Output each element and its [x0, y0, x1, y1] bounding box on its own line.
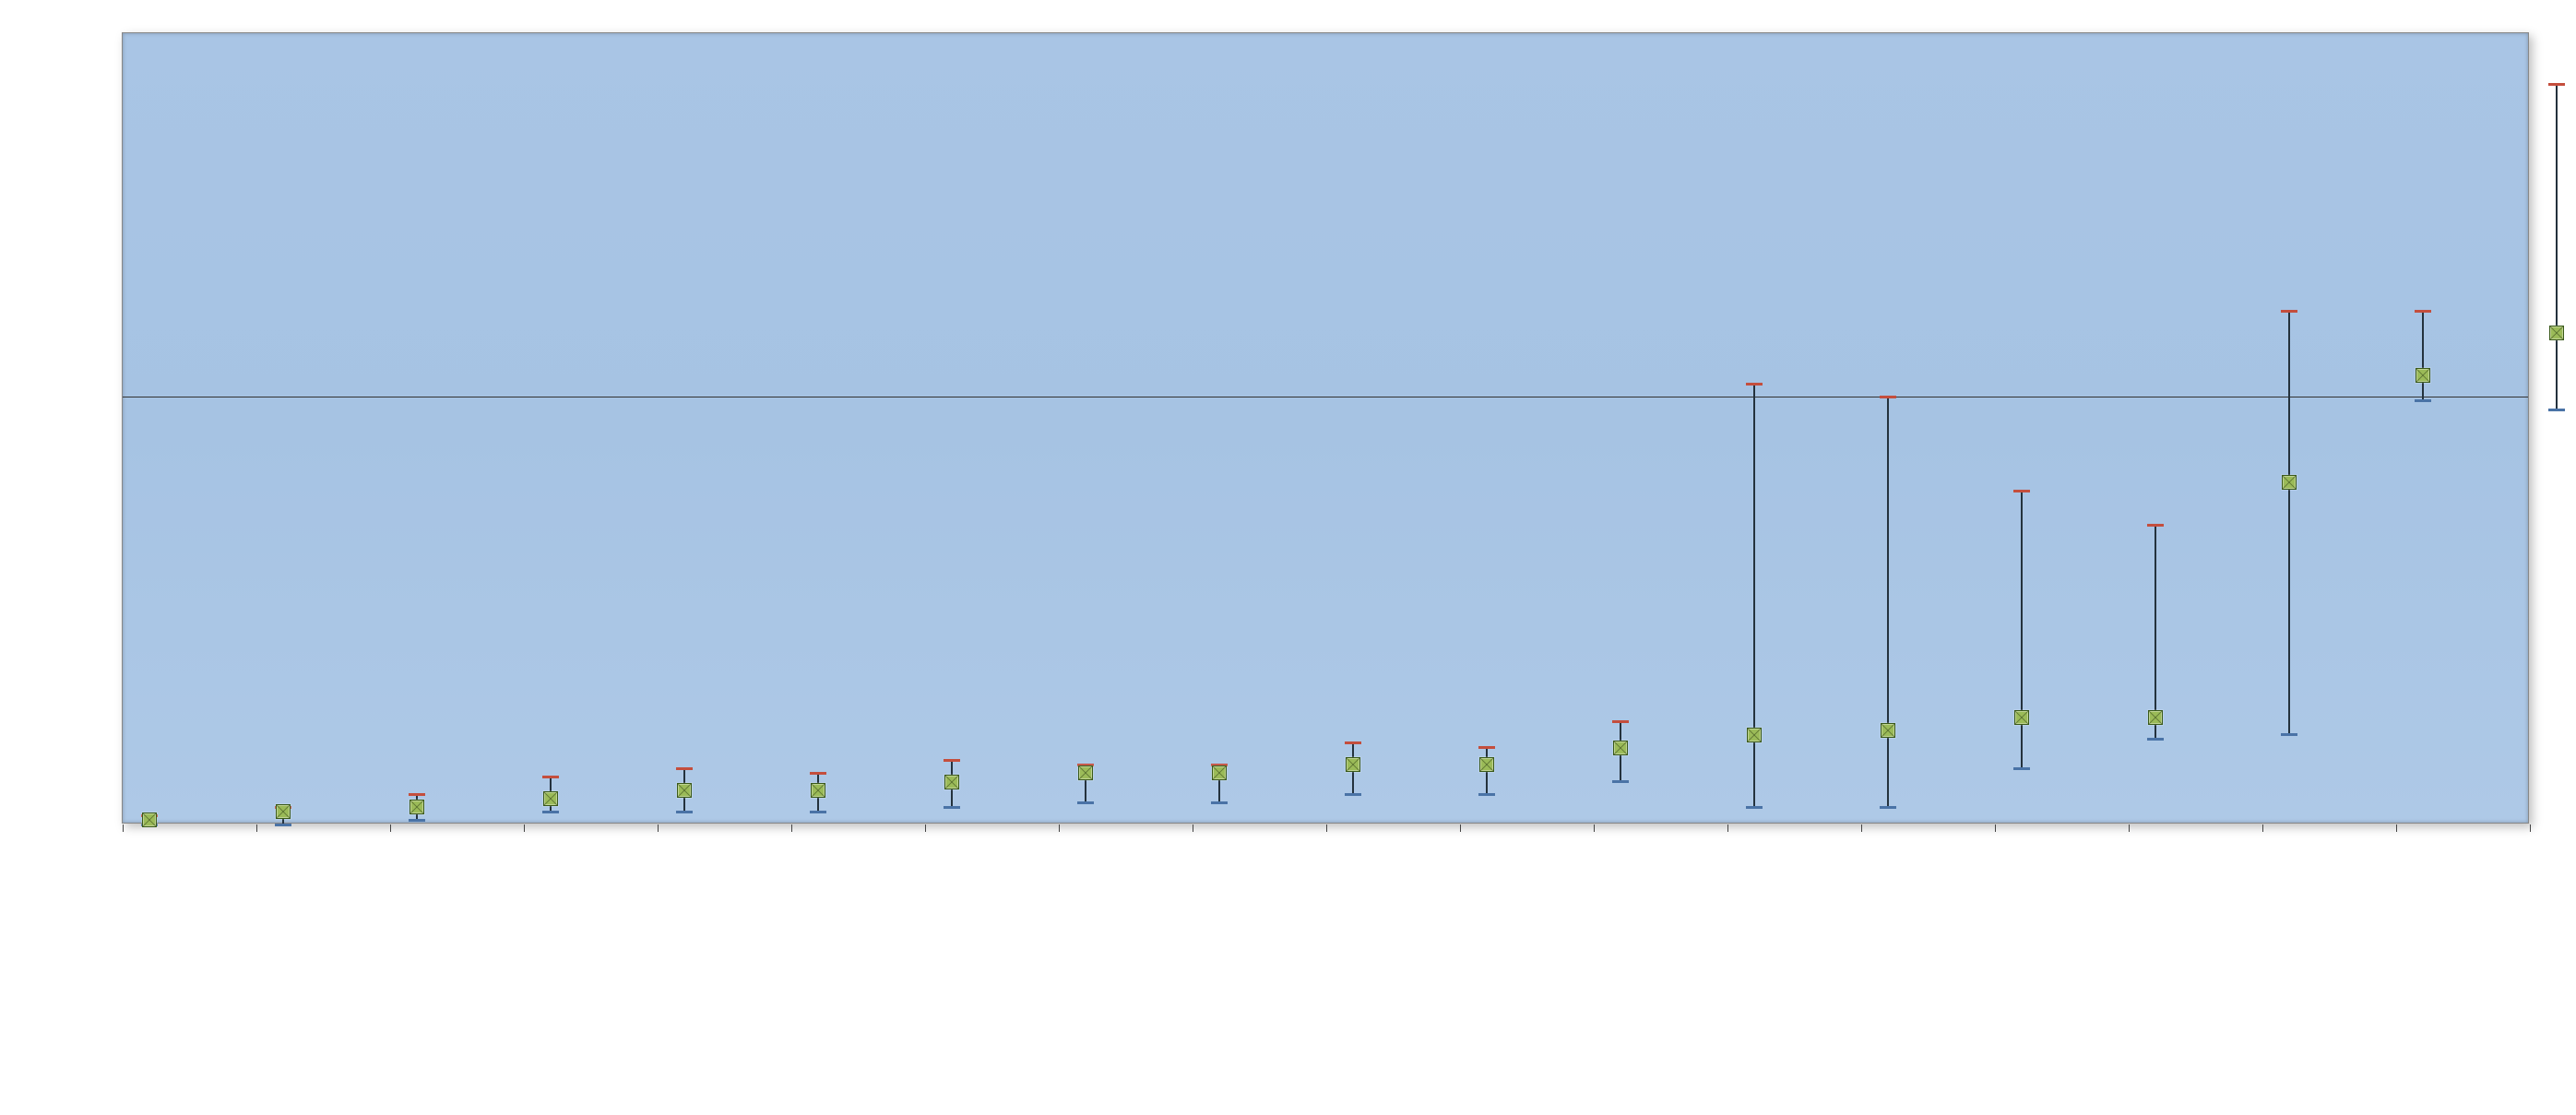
low-cap	[409, 819, 425, 822]
x-axis-tick	[925, 824, 926, 832]
hi-lo-close-chart	[0, 0, 2576, 1115]
high-cap	[1746, 383, 1763, 386]
whisker-line	[2155, 525, 2156, 739]
close-marker	[142, 813, 157, 827]
x-axis-tick	[123, 824, 124, 832]
low-cap	[1612, 780, 1629, 783]
close-marker	[2282, 475, 2297, 490]
x-axis-tick	[1059, 824, 1060, 832]
low-cap	[1746, 806, 1763, 809]
high-cap	[2415, 310, 2431, 313]
x-axis-tick	[524, 824, 525, 832]
close-marker	[1212, 765, 1227, 780]
x-axis-tick	[1727, 824, 1728, 832]
high-cap	[810, 772, 826, 775]
whisker-line	[2288, 311, 2290, 734]
x-axis-tick	[1995, 824, 1996, 832]
close-marker	[2416, 368, 2430, 383]
low-cap	[275, 824, 291, 826]
x-axis-tick	[1460, 824, 1461, 832]
high-cap	[2548, 83, 2565, 86]
x-axis-tick	[2262, 824, 2263, 832]
close-marker	[543, 791, 558, 806]
high-cap	[1880, 396, 1896, 398]
high-cap	[1345, 741, 1361, 744]
close-marker	[1881, 723, 1895, 738]
x-axis-tick	[390, 824, 391, 832]
low-cap	[1880, 806, 1896, 809]
high-cap	[2147, 524, 2164, 527]
high-cap	[2281, 310, 2297, 313]
high-cap	[676, 767, 693, 770]
x-axis-tick	[1594, 824, 1595, 832]
low-cap	[2548, 409, 2565, 411]
high-cap	[542, 776, 559, 778]
x-axis-tick	[791, 824, 792, 832]
x-axis-tick	[2396, 824, 2397, 832]
low-cap	[2147, 738, 2164, 741]
x-axis-tick	[2530, 824, 2531, 832]
close-marker	[1078, 765, 1093, 780]
close-marker	[1747, 728, 1762, 742]
close-marker	[2148, 710, 2163, 725]
chart-plot-area	[122, 32, 2529, 824]
whisker-line	[1887, 397, 1889, 807]
whisker-line	[1753, 384, 1755, 807]
x-axis-tick	[256, 824, 257, 832]
high-cap	[1612, 720, 1629, 723]
low-cap	[1077, 801, 1094, 804]
low-cap	[810, 811, 826, 813]
whisker-line	[2021, 491, 2023, 768]
close-marker	[1346, 757, 1360, 772]
x-axis-tick	[658, 824, 659, 832]
low-cap	[1211, 801, 1228, 804]
low-cap	[1345, 793, 1361, 796]
x-axis-tick	[1326, 824, 1327, 832]
low-cap	[1478, 793, 1495, 796]
close-marker	[276, 804, 291, 819]
high-cap	[1478, 746, 1495, 749]
x-axis-tick	[2129, 824, 2130, 832]
high-cap	[2013, 490, 2030, 492]
close-marker	[944, 775, 959, 789]
close-marker	[1479, 757, 1494, 772]
low-cap	[2415, 399, 2431, 402]
high-cap	[409, 793, 425, 796]
close-marker	[1613, 741, 1628, 755]
low-cap	[676, 811, 693, 813]
low-cap	[2281, 733, 2297, 736]
close-marker	[2014, 710, 2029, 725]
close-marker	[811, 783, 825, 798]
close-marker	[677, 783, 692, 798]
close-marker	[410, 800, 424, 814]
high-cap	[944, 759, 960, 762]
whisker-line	[2556, 85, 2558, 409]
low-cap	[2013, 767, 2030, 770]
low-cap	[542, 811, 559, 813]
low-cap	[944, 806, 960, 809]
x-axis-tick	[1861, 824, 1862, 832]
whisker-line	[2422, 311, 2424, 400]
close-marker	[2549, 326, 2564, 340]
